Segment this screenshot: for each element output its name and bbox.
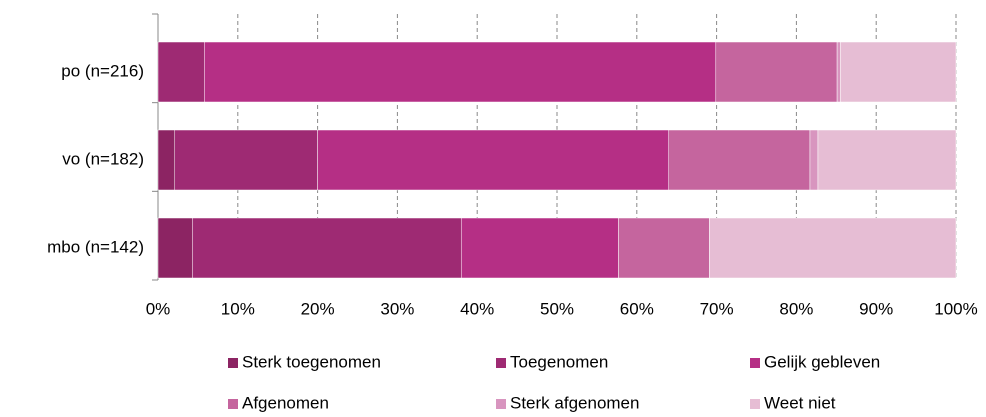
y-tick-label: vo (n=182) [62,149,144,168]
x-tick-label: 30% [380,299,414,318]
legend-label: Afgenomen [242,393,329,412]
x-tick-label: 100% [934,299,977,318]
bar-segment [460,217,619,279]
bar-segment [809,129,819,191]
legend-swatch [228,399,238,409]
bar-segment [157,129,176,191]
legend-swatch [496,399,506,409]
legend-label: Toegenomen [510,352,608,371]
y-tick-label: mbo (n=142) [47,237,144,256]
bar-segment [204,41,717,103]
bar-segment [709,217,957,279]
legend-label: Sterk afgenomen [510,393,639,412]
x-tick-label: 90% [859,299,893,318]
legend-label: Weet niet [764,393,836,412]
bar-segment [817,129,957,191]
legend-swatch [750,358,760,368]
bar-segment [840,41,957,103]
bar-segment [317,129,669,191]
bar-segment [618,217,710,279]
x-tick-label: 70% [700,299,734,318]
legend-label: Gelijk gebleven [764,352,880,371]
x-tick-label: 50% [540,299,574,318]
legend-swatch [496,358,506,368]
x-tick-label: 80% [779,299,813,318]
bar-segment [715,41,838,103]
bar-segment [157,41,205,103]
legend-swatch [228,358,238,368]
bar-segment [836,41,841,103]
y-tick-label: po (n=216) [61,61,144,80]
legend-label: Sterk toegenomen [242,352,381,371]
legend-swatch [750,399,760,409]
x-tick-label: 20% [301,299,335,318]
bar-segment [157,217,193,279]
x-tick-label: 0% [146,299,171,318]
x-tick-label: 40% [460,299,494,318]
bar-segment [668,129,811,191]
x-tick-label: 10% [221,299,255,318]
bar-segment [174,129,318,191]
x-tick-label: 60% [620,299,654,318]
bar-segment [192,217,462,279]
